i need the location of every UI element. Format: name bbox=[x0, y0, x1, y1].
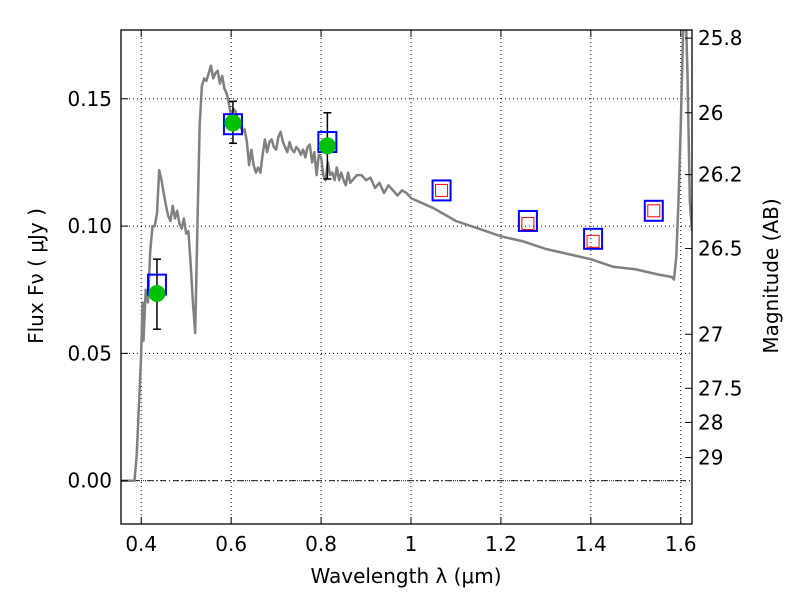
x-axis-title: Wavelength λ (μm) bbox=[310, 564, 501, 588]
upper-limit-square bbox=[586, 234, 600, 248]
y-tick-label: 0.10 bbox=[67, 214, 112, 238]
x-axis-ticks: 0.4 0.6 0.8 1 1.2 1.4 1.6 bbox=[125, 30, 697, 556]
model-flux-square bbox=[517, 209, 538, 232]
x-tick-label: 1.2 bbox=[485, 532, 517, 556]
y-tick-label: 0.00 bbox=[67, 469, 112, 493]
x-tick-label: 0.6 bbox=[215, 532, 247, 556]
x-axis-title-text: Wavelength λ (μm) bbox=[310, 564, 501, 588]
observed-flux-point bbox=[148, 285, 166, 303]
plot-area bbox=[121, 30, 692, 482]
magnitude-tick-label: 29 bbox=[698, 446, 723, 470]
x-tick-label: 1 bbox=[405, 532, 418, 556]
observed-flux-point bbox=[318, 137, 336, 155]
y-axis-ticks: 0.00 0.05 0.10 0.15 bbox=[67, 87, 128, 493]
model-spectrum-line bbox=[121, 30, 692, 482]
x-tick-label: 0.8 bbox=[305, 532, 337, 556]
model-flux-square bbox=[583, 227, 604, 250]
magnitude-axis-ticks: 25.8 26 26.2 26.5 27 27.5 28 29 bbox=[685, 26, 743, 470]
model-flux-square bbox=[431, 179, 452, 202]
magnitude-tick-label: 26.2 bbox=[698, 163, 743, 187]
magnitude-tick-label: 25.8 bbox=[698, 26, 743, 50]
y-axis-title: Flux Fν ( μJy ) bbox=[24, 208, 48, 344]
magnitude-tick-label: 27.5 bbox=[698, 376, 743, 400]
model-flux-square bbox=[222, 113, 243, 136]
upper-limit-square bbox=[435, 183, 449, 197]
magnitude-tick-label: 27 bbox=[698, 322, 723, 346]
observed-flux-point bbox=[224, 114, 242, 132]
x-tick-label: 1.6 bbox=[665, 532, 697, 556]
plot-frame bbox=[120, 29, 693, 525]
magnitude-tick-label: 26 bbox=[698, 101, 723, 125]
upper-limit-square bbox=[521, 217, 535, 231]
x-tick-label: 1.4 bbox=[575, 532, 607, 556]
magnitude-tick-label: 26.5 bbox=[698, 236, 743, 260]
model-flux-square bbox=[643, 199, 664, 222]
right-axis-title-text: Magnitude (AB) bbox=[759, 198, 783, 353]
right-axis-title: Magnitude (AB) bbox=[759, 198, 783, 353]
magnitude-tick-label: 28 bbox=[698, 410, 723, 434]
y-tick-label: 0.05 bbox=[67, 341, 112, 365]
y-axis-title-text: Flux Fν ( μJy ) bbox=[24, 208, 48, 344]
upper-limit-square bbox=[647, 204, 661, 218]
x-tick-label: 0.4 bbox=[125, 532, 157, 556]
y-tick-label: 0.15 bbox=[67, 87, 112, 111]
